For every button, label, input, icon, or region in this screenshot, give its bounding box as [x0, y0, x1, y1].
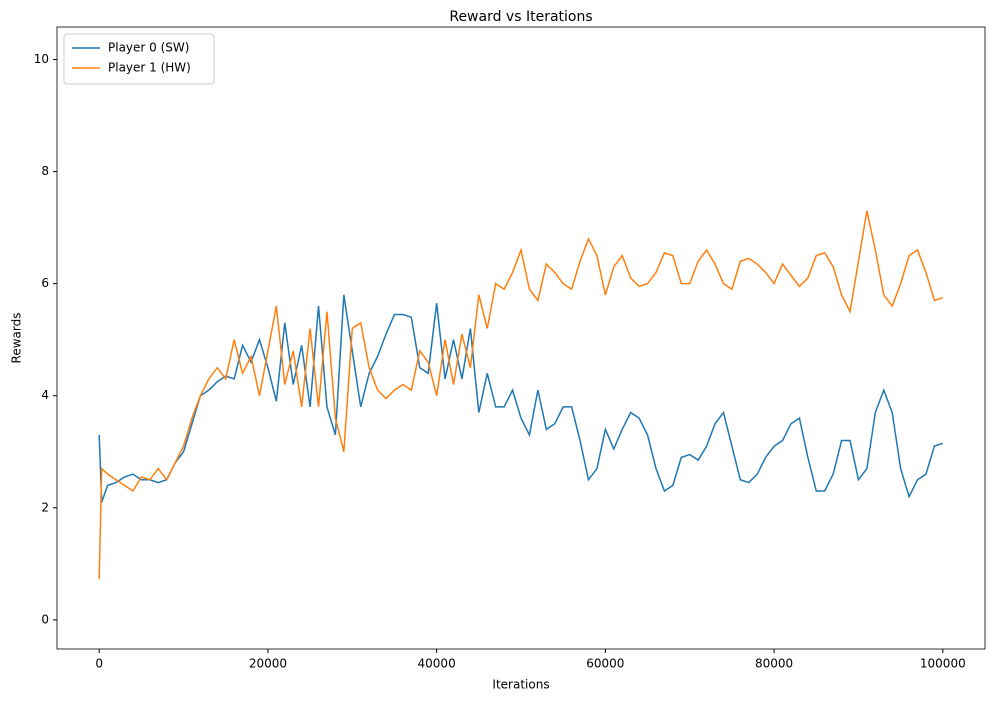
x-tick-label: 40000: [418, 657, 456, 671]
y-tick-label: 8: [41, 164, 49, 178]
legend-label: Player 1 (HW): [108, 61, 191, 75]
x-tick-label: 100000: [920, 657, 966, 671]
y-tick-label: 4: [41, 388, 49, 402]
legend-label: Player 0 (SW): [108, 41, 189, 55]
chart-title: Reward vs Iterations: [449, 9, 592, 25]
x-tick-label: 20000: [249, 657, 287, 671]
y-tick-label: 6: [41, 276, 49, 290]
x-tick-label: 0: [95, 657, 103, 671]
y-axis-label: Rewards: [10, 313, 24, 364]
x-tick-label: 80000: [755, 657, 793, 671]
x-tick-label: 60000: [586, 657, 624, 671]
y-tick-label: 10: [34, 52, 49, 66]
plot-frame: [56, 26, 986, 650]
y-tick-label: 0: [41, 612, 49, 626]
x-axis-label: Iterations: [492, 678, 549, 692]
series-line: [98, 210, 944, 579]
y-tick-label: 2: [41, 500, 49, 514]
legend-box: [63, 33, 215, 85]
series-line: [98, 294, 944, 503]
